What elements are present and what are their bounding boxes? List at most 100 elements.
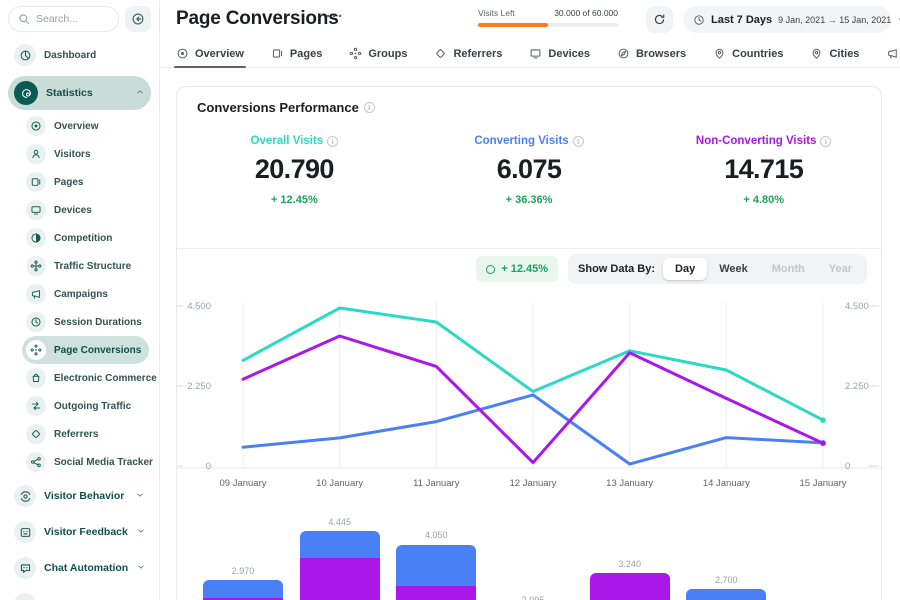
sidebar-item-social-media-tracker[interactable]: Social Media Tracker xyxy=(22,448,153,476)
tab-overview[interactable]: Overview xyxy=(174,40,246,68)
sidebar-item-visitor-behavior[interactable]: Visitor Behavior xyxy=(8,480,151,512)
svg-text:2.250: 2.250 xyxy=(845,381,869,392)
sidebar-nav: Dashboard Statistics Overview Visitors Pages… xyxy=(0,40,159,600)
chat-automation-icon-circle xyxy=(14,557,36,579)
sidebar-item-label: Dashboard xyxy=(44,49,97,61)
sidebar-item-competition[interactable]: Competition xyxy=(22,224,149,252)
sidebar-item-label: Competition xyxy=(54,232,113,244)
bar-segment xyxy=(203,580,283,598)
sidebar-item-statistics[interactable]: Statistics xyxy=(8,76,151,110)
bar-segment xyxy=(396,544,477,586)
visits-left-widget: Visits Left 30.000 of 60.000 xyxy=(478,8,618,27)
main-area: Page Conversions ··· Visits Left 30.000 … xyxy=(160,0,900,600)
bar-segment xyxy=(299,557,380,600)
sidebar-item-page-conversions[interactable]: Page Conversions xyxy=(22,336,149,364)
tab-countries[interactable]: Countries xyxy=(713,40,783,67)
chevron-down-icon xyxy=(137,493,143,497)
sidebar-item-outgoing-traffic[interactable]: Outgoing Traffic xyxy=(22,392,149,420)
svg-text:09 January: 09 January xyxy=(219,478,266,489)
sidebar-item-devices[interactable]: Devices xyxy=(22,196,149,224)
sidebar-item-label: Session Durations xyxy=(54,316,142,328)
trend-badge-value: + 12.45% xyxy=(501,263,549,275)
show-data-by-week[interactable]: Week xyxy=(707,258,760,280)
sidebar-item-label: Visitors xyxy=(54,148,91,160)
statistics-icon-circle xyxy=(14,81,38,105)
date-range-picker[interactable]: Last 7 Days 9 Jan, 2021 → 15 Jan, 2021 xyxy=(683,6,900,33)
tab-devices[interactable]: Devices xyxy=(529,40,590,67)
visits-progress-fill xyxy=(478,23,548,27)
devices-icon xyxy=(530,49,541,59)
sidebar-item-visitors[interactable]: Visitors xyxy=(22,140,149,168)
traffic-structure-icon xyxy=(30,260,42,272)
sidebar-item-traffic-structure[interactable]: Traffic Structure xyxy=(22,252,149,280)
tab-cities[interactable]: Cities xyxy=(810,40,859,67)
tab-pages[interactable]: Pages xyxy=(271,40,322,67)
sidebar-item-label: Electronic Commerce xyxy=(54,372,157,384)
traffic-structure-icon-circle xyxy=(26,256,46,276)
trend-badge: + 12.45% xyxy=(476,256,559,282)
electronic-commerce-icon xyxy=(32,373,40,383)
sidebar-item-campaigns[interactable]: Campaigns xyxy=(22,280,149,308)
bar-total-label: 4.445 xyxy=(328,517,351,528)
sidebar-item-visitor-feedback[interactable]: Visitor Feedback xyxy=(8,516,151,548)
outgoing-traffic-icon-circle xyxy=(26,396,46,416)
sidebar-item-label: Traffic Structure xyxy=(54,260,132,272)
sidebar-item-chat-automation[interactable]: Chat Automation xyxy=(8,552,151,584)
svg-text:14 January: 14 January xyxy=(703,478,750,489)
svg-text:0: 0 xyxy=(845,461,850,472)
tab-browsers[interactable]: Browsers xyxy=(617,40,686,67)
session-durations-icon-circle xyxy=(26,312,46,332)
sidebar-collapse-button[interactable] xyxy=(125,6,151,32)
sidebar-item-referrers[interactable]: Referrers xyxy=(22,420,149,448)
search-input[interactable]: Search... xyxy=(8,6,119,32)
session-durations-icon xyxy=(31,317,41,327)
tab-label: Browsers xyxy=(635,47,687,60)
show-data-by-year[interactable]: Year xyxy=(817,258,864,280)
tab-referrers[interactable]: Referrers xyxy=(434,40,502,67)
sidebar-item-label: Campaigns xyxy=(54,288,108,300)
tab-label: Cities xyxy=(829,47,860,60)
show-data-by-month[interactable]: Month xyxy=(760,258,817,280)
dashboard-icon xyxy=(20,50,30,60)
svg-text:2.250: 2.250 xyxy=(187,381,211,392)
overview-icon xyxy=(177,48,188,59)
info-icon: i xyxy=(327,135,339,147)
refresh-button[interactable] xyxy=(646,6,673,33)
sidebar-item-electronic-commerce[interactable]: Electronic Commerce xyxy=(22,364,157,392)
sidebar-item-label: Referrers xyxy=(54,428,99,440)
show-data-by-day[interactable]: Day xyxy=(663,258,708,280)
svg-text:13 January: 13 January xyxy=(606,478,653,489)
line-chart-svg: 0 0 2.250 2.250 4.500 4.500 09 January 10 Janua… xyxy=(177,301,883,489)
pages-icon xyxy=(31,178,41,186)
sidebar-item-pages[interactable]: Pages xyxy=(22,168,149,196)
tab-bar: Overview Pages Groups Referrers Devices Brows… xyxy=(160,40,900,68)
sidebar-item-overview[interactable]: Overview xyxy=(22,112,149,140)
tab-groups[interactable]: Groups xyxy=(349,40,407,67)
sidebar-item-dashboard[interactable]: Dashboard xyxy=(8,40,151,70)
outgoing-traffic-icon xyxy=(31,401,41,411)
trend-ring-icon xyxy=(486,264,496,274)
metric-0: Overall Visits i 20.790 + 12.45% xyxy=(177,131,412,206)
metric-delta: + 4.80% xyxy=(743,194,785,206)
more-menu-button[interactable]: ··· xyxy=(326,8,344,25)
metric-1: Converting Visits i 6.075 + 36.36% xyxy=(412,131,647,206)
referrers-icon xyxy=(32,430,40,438)
sidebar-item-session-durations[interactable]: Session Durations xyxy=(22,308,149,336)
sidebar-item-hidden-item[interactable] xyxy=(8,588,151,600)
sidebar-item-label: Statistics xyxy=(46,87,93,99)
social-media-tracker-icon-circle xyxy=(26,452,46,472)
bar-total-label: 2.970 xyxy=(231,566,255,577)
card-divider xyxy=(177,248,881,249)
metric-label: Overall Visits i xyxy=(251,135,339,147)
tab-campaigns[interactable]: Campaigns xyxy=(886,40,900,67)
bar-13-january: 3.240 xyxy=(589,559,670,600)
cities-icon xyxy=(813,48,821,59)
content-area: Conversions Performance i Overall Visits… xyxy=(160,68,900,600)
visitors-icon-circle xyxy=(26,144,46,164)
svg-text:4.500: 4.500 xyxy=(845,301,869,312)
bar-14-january: 2.700 xyxy=(686,575,767,600)
sidebar-item-label: Devices xyxy=(54,204,92,216)
refresh-icon xyxy=(654,14,665,25)
visitor-feedback-icon xyxy=(20,527,30,537)
sidebar-item-label: Visitor Feedback xyxy=(44,526,128,538)
